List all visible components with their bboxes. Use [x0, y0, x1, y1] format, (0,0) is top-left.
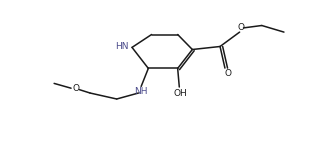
- Text: NH: NH: [134, 87, 147, 96]
- Text: O: O: [225, 69, 232, 78]
- Text: O: O: [73, 84, 80, 93]
- Text: O: O: [238, 23, 245, 32]
- Text: OH: OH: [173, 88, 187, 98]
- Text: HN: HN: [115, 42, 128, 51]
